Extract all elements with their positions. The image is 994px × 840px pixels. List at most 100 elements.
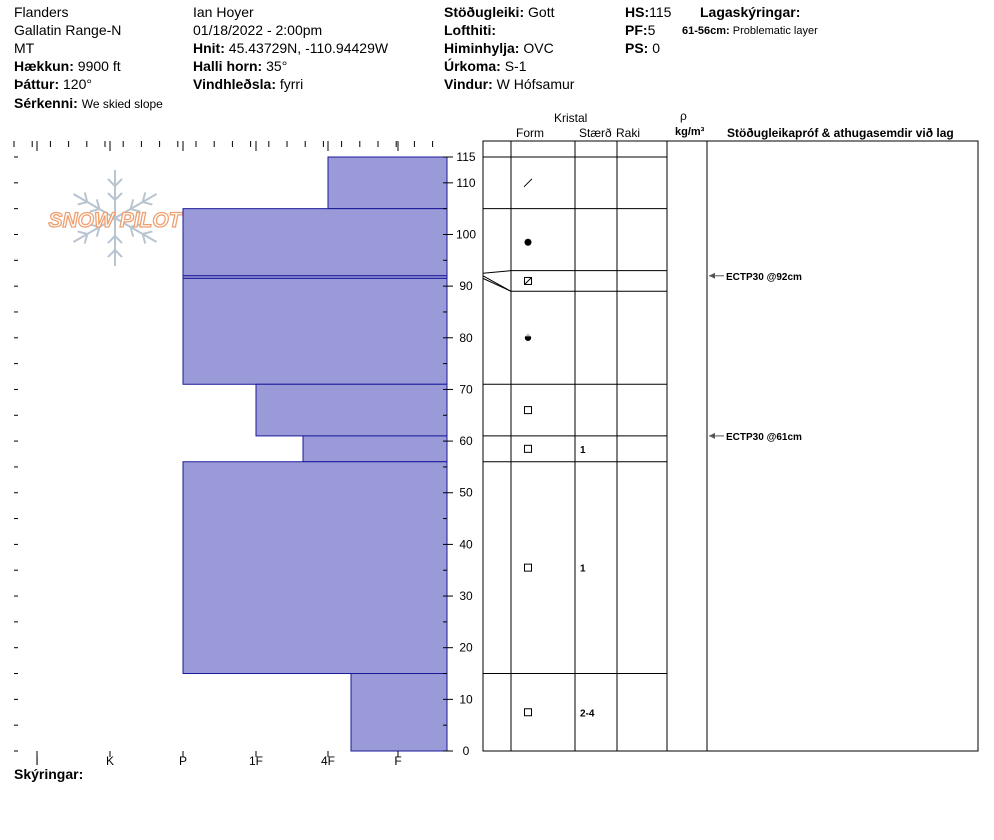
precip-value: S-1 bbox=[504, 58, 527, 74]
rho-header: ρ bbox=[680, 109, 687, 123]
flake-branch bbox=[130, 208, 141, 213]
layer-table: 1 1 2-4 ECTP30 @92cm ECTP30 @61cm bbox=[482, 140, 979, 752]
depth-tick-label: 70 bbox=[459, 382, 473, 396]
flake-branch bbox=[141, 233, 147, 244]
depth-tick-label: 90 bbox=[459, 279, 473, 293]
depth-tick-label: 100 bbox=[456, 227, 476, 241]
hardness-bar bbox=[350, 673, 448, 752]
flake-arm bbox=[72, 193, 116, 219]
logo-text: SNOW PILOT bbox=[49, 209, 184, 232]
flake-branch bbox=[95, 199, 101, 210]
hardness-tick-label: 4F bbox=[321, 754, 335, 768]
hardness-bars bbox=[182, 156, 448, 752]
flake-branch bbox=[83, 233, 89, 244]
grain-faceted-slash bbox=[524, 277, 532, 285]
layer-connector bbox=[482, 277, 512, 292]
hardness-bar bbox=[302, 435, 448, 463]
coords-label: Hnit: bbox=[193, 40, 225, 56]
density-unit-header: kg/m³ bbox=[675, 126, 705, 138]
flake-arm bbox=[72, 217, 116, 243]
elevation-row: Hækkun: 9900 ft bbox=[14, 58, 121, 74]
flake-branch bbox=[114, 192, 123, 201]
hs-value: 115 bbox=[649, 4, 672, 20]
grain-size-label: 1 bbox=[580, 564, 586, 575]
hardness-bar bbox=[182, 461, 448, 675]
table-border bbox=[482, 140, 979, 752]
flake-branch bbox=[130, 223, 141, 228]
test-label: ECTP30 @61cm bbox=[726, 432, 802, 443]
pf-value: 5 bbox=[647, 22, 656, 38]
flake-branch bbox=[129, 226, 135, 237]
air-temp-label: Lofthiti: bbox=[444, 22, 497, 38]
elevation-label: Hækkun: bbox=[14, 58, 74, 74]
pf-row: PF:5 bbox=[625, 22, 655, 38]
slope-row: Halli horn: 35° bbox=[193, 58, 287, 74]
flake-branch bbox=[129, 199, 135, 210]
air-temp-row: Lofthiti: bbox=[444, 22, 496, 38]
flake-branch bbox=[141, 192, 147, 203]
wind-value: W Hófsamur bbox=[496, 76, 575, 92]
flake-arm bbox=[114, 217, 158, 243]
hardness-tick-label: 1F bbox=[249, 754, 263, 768]
slope-label: Halli horn: bbox=[193, 58, 263, 74]
test-arrow-icon bbox=[709, 272, 715, 279]
ps-row: PS: 0 bbox=[625, 40, 660, 56]
state-name: MT bbox=[14, 40, 35, 56]
layer-note: 61-56cm: Problematic layer bbox=[682, 23, 818, 39]
grain-faceted-icon bbox=[524, 444, 532, 453]
precip-label: Úrkoma: bbox=[444, 58, 501, 74]
flake-branch bbox=[95, 226, 101, 237]
flake-branch bbox=[107, 192, 116, 201]
flake-branch bbox=[107, 235, 116, 244]
aspect-value: 120° bbox=[63, 76, 92, 92]
grain-faceted-icon bbox=[524, 708, 532, 717]
hardness-bar bbox=[182, 208, 448, 277]
flake-branch bbox=[77, 230, 88, 235]
flake-branch bbox=[114, 235, 123, 244]
depth-tick-label: 80 bbox=[459, 331, 473, 345]
wind-label: Vindur: bbox=[444, 76, 493, 92]
precip-row: Úrkoma: S-1 bbox=[444, 58, 526, 74]
depth-tick-label: 30 bbox=[459, 589, 473, 603]
flake-branch bbox=[142, 230, 153, 235]
layer-note-text: Problematic layer bbox=[732, 25, 818, 37]
sky-value: OVC bbox=[523, 40, 554, 56]
depth-tick-label: 40 bbox=[459, 537, 473, 551]
snowpilot-logo: SNOW PILOT bbox=[48, 170, 184, 266]
crystal-header: Kristal bbox=[554, 111, 588, 125]
hardness-bar bbox=[182, 277, 448, 385]
pf-label: PF: bbox=[625, 22, 648, 38]
hardness-bar bbox=[327, 156, 448, 210]
legend-label: Skýringar: bbox=[14, 766, 84, 782]
size-header: Stærð bbox=[579, 126, 612, 140]
chart-frame: I K P 1F 4F F 0 10 20 30 40 50 60 70 80 90 100 110 115 bbox=[13, 141, 508, 768]
flake-branch bbox=[107, 178, 116, 187]
elevation-value: 9900 ft bbox=[77, 58, 121, 74]
depth-tick-label: 20 bbox=[459, 641, 473, 655]
hardness-bar bbox=[255, 383, 448, 437]
form-header: Form bbox=[516, 126, 544, 140]
depth-tick-label: 0 bbox=[463, 744, 470, 758]
grain-faceted-icon bbox=[524, 563, 532, 572]
wind-row: Vindur: W Hófsamur bbox=[444, 76, 574, 92]
wind-loading-row: Vindhleðsla: fyrri bbox=[193, 76, 303, 92]
flake-branch bbox=[89, 208, 100, 213]
range-name: Gallatin Range-N bbox=[14, 22, 122, 38]
tests-header: Stöðugleikapróf & athugasemdir við lag bbox=[727, 126, 954, 140]
aspect-label: Þáttur: bbox=[14, 76, 60, 92]
features-value: We skied slope bbox=[81, 97, 163, 111]
grain-rounded-icon bbox=[524, 238, 532, 246]
datetime: 01/18/2022 - 2:00pm bbox=[193, 22, 323, 38]
snowflake-icon bbox=[72, 170, 158, 266]
wind-loading-value: fyrri bbox=[279, 76, 304, 92]
depth-tick-label: 50 bbox=[459, 486, 473, 500]
observer-name: Ian Hoyer bbox=[193, 4, 254, 20]
flake-branch bbox=[114, 249, 123, 258]
depth-tick-label: 110 bbox=[456, 176, 475, 190]
sky-row: Himinhylja: OVC bbox=[444, 40, 554, 56]
sky-label: Himinhylja: bbox=[444, 40, 520, 56]
slope-value: 35° bbox=[266, 58, 288, 74]
features-label: Sérkenni: bbox=[14, 95, 78, 111]
hardness-tick-label: K bbox=[106, 754, 114, 768]
